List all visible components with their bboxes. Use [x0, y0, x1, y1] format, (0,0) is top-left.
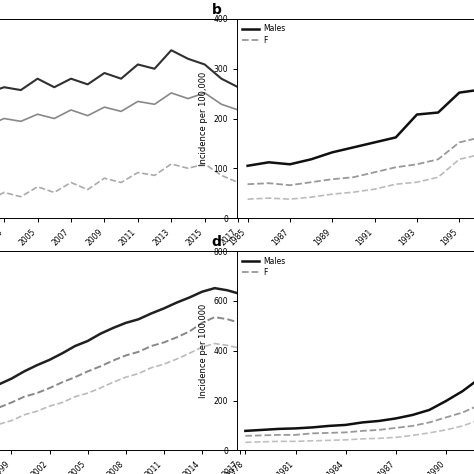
Legend: Males, F: Males, F: [241, 23, 287, 46]
X-axis label: Year of diagnosis: Year of diagnosis: [50, 253, 126, 262]
Text: d: d: [211, 235, 221, 249]
Y-axis label: Incidence per 100,000: Incidence per 100,000: [199, 72, 208, 165]
Legend: Males, F: Males, F: [241, 255, 287, 278]
Y-axis label: Incidence per 100,000: Incidence per 100,000: [199, 304, 208, 398]
X-axis label: Year of diagnosis: Year of diagnosis: [358, 253, 434, 262]
Text: b: b: [211, 3, 221, 17]
